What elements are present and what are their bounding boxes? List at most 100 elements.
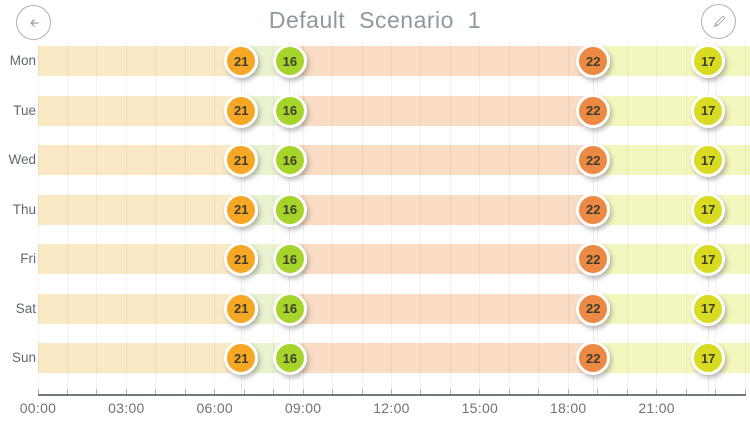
day-row[interactable]: 21 16 22 17: [38, 242, 750, 276]
temperature-band-segment: [289, 95, 594, 126]
temperature-band-segment: [593, 145, 750, 175]
temperature-band-segment: [38, 244, 242, 274]
temperature-band-segment: [289, 244, 594, 274]
hour-tick: [715, 389, 717, 394]
setpoint-bubble[interactable]: 16: [272, 143, 307, 177]
hour-tick: [538, 389, 540, 394]
hour-gridline: [449, 42, 451, 389]
day-label: Mon: [9, 53, 36, 68]
day-label: Sat: [15, 300, 36, 316]
hour-gridline: [685, 42, 687, 389]
hour-tick: [214, 389, 216, 394]
setpoint-bubble[interactable]: 22: [576, 93, 611, 128]
hour-gridline: [96, 42, 98, 389]
setpoint-bubble[interactable]: 22: [576, 143, 611, 177]
temperature-band-segment: [38, 46, 242, 76]
header: Default Scenario 1: [0, 0, 750, 42]
setpoint-bubble[interactable]: 22: [576, 242, 611, 276]
hour-gridline: [508, 42, 510, 389]
temperature-band-segment: [593, 343, 750, 373]
setpoint-bubble[interactable]: 22: [576, 192, 611, 227]
temperature-band-segment: [593, 95, 750, 126]
temperature-band-segment: [289, 194, 594, 225]
setpoint-bubble[interactable]: 16: [272, 242, 307, 276]
setpoint-bubble[interactable]: 17: [691, 44, 726, 78]
day-label: Wed: [8, 152, 36, 167]
hour-gridline: [214, 42, 216, 389]
day-row[interactable]: 21 16 22 17: [38, 93, 750, 128]
setpoint-bubble[interactable]: 21: [224, 291, 259, 326]
hour-tick: [37, 389, 39, 394]
hour-tick: [508, 389, 510, 394]
hour-gridline: [538, 42, 540, 389]
setpoint-bubble[interactable]: 16: [272, 291, 307, 326]
hour-gridline: [332, 42, 334, 389]
day-label: Thu: [12, 201, 36, 217]
setpoint-bubble[interactable]: 22: [576, 44, 611, 78]
hour-tick: [391, 389, 392, 394]
setpoint-bubble[interactable]: 16: [272, 192, 307, 227]
hour-tick: [626, 389, 628, 394]
hour-tick: [479, 389, 481, 394]
day-row[interactable]: 21 16 22 17: [38, 291, 750, 326]
hour-tick: [96, 389, 98, 394]
day-label: Fri: [20, 251, 36, 266]
temperature-band-segment: [38, 145, 242, 175]
hour-tick: [184, 389, 186, 394]
time-axis-label: 00:00: [19, 400, 57, 416]
hour-gridline: [626, 42, 628, 389]
setpoint-bubble[interactable]: 17: [691, 242, 726, 276]
setpoint-bubble[interactable]: 22: [576, 341, 611, 375]
setpoint-bubble[interactable]: 17: [691, 143, 726, 177]
setpoint-bubble[interactable]: 16: [272, 341, 307, 375]
hour-gridline: [391, 42, 392, 389]
pencil-icon: [710, 13, 728, 31]
back-button[interactable]: [16, 5, 51, 40]
temperature-band-segment: [38, 194, 242, 225]
setpoint-bubble[interactable]: 16: [272, 44, 307, 78]
temperature-band-segment: [38, 343, 242, 373]
time-axis-line: [38, 394, 746, 396]
temperature-band-segment: [38, 95, 242, 126]
hour-gridline: [66, 42, 68, 389]
hour-gridline: [184, 42, 186, 389]
setpoint-bubble[interactable]: 17: [691, 341, 726, 375]
setpoint-bubble[interactable]: 17: [691, 192, 726, 227]
hour-gridline: [420, 42, 422, 389]
hour-gridline: [656, 42, 658, 389]
setpoint-bubble[interactable]: 17: [691, 291, 726, 326]
day-row[interactable]: 21 16 22 17: [38, 44, 750, 78]
temperature-band-segment: [593, 244, 750, 274]
hour-tick: [332, 389, 334, 394]
edit-button[interactable]: [701, 4, 736, 39]
hour-gridline: [479, 42, 481, 389]
hour-tick: [420, 389, 422, 394]
setpoint-bubble[interactable]: 22: [576, 291, 611, 326]
time-axis-label: 03:00: [108, 400, 145, 416]
time-axis-label: 21:00: [638, 400, 675, 416]
day-row[interactable]: 21 16 22 17: [38, 341, 750, 375]
setpoint-bubble[interactable]: 21: [224, 192, 259, 227]
day-row[interactable]: 21 16 22 17: [38, 143, 750, 177]
hour-gridline: [125, 42, 127, 389]
setpoint-bubble[interactable]: 17: [691, 93, 726, 128]
time-axis-label: 15:00: [461, 400, 499, 416]
hour-tick: [656, 389, 658, 394]
day-row[interactable]: 21 16 22 17: [38, 192, 750, 227]
setpoint-bubble[interactable]: 21: [224, 143, 259, 177]
temperature-band-segment: [38, 293, 242, 324]
hour-gridline: [155, 42, 157, 389]
hour-tick: [597, 389, 599, 394]
temperature-band-segment: [593, 194, 750, 225]
hour-tick: [125, 389, 127, 394]
setpoint-bubble[interactable]: 16: [272, 93, 307, 128]
hour-gridline: [361, 42, 363, 389]
setpoint-bubble[interactable]: 21: [224, 242, 259, 276]
setpoint-bubble[interactable]: 21: [224, 44, 259, 78]
setpoint-bubble[interactable]: 21: [224, 341, 259, 375]
temperature-band-segment: [289, 145, 594, 175]
page-title: Default Scenario 1: [268, 7, 482, 33]
setpoint-bubble[interactable]: 21: [224, 93, 259, 128]
